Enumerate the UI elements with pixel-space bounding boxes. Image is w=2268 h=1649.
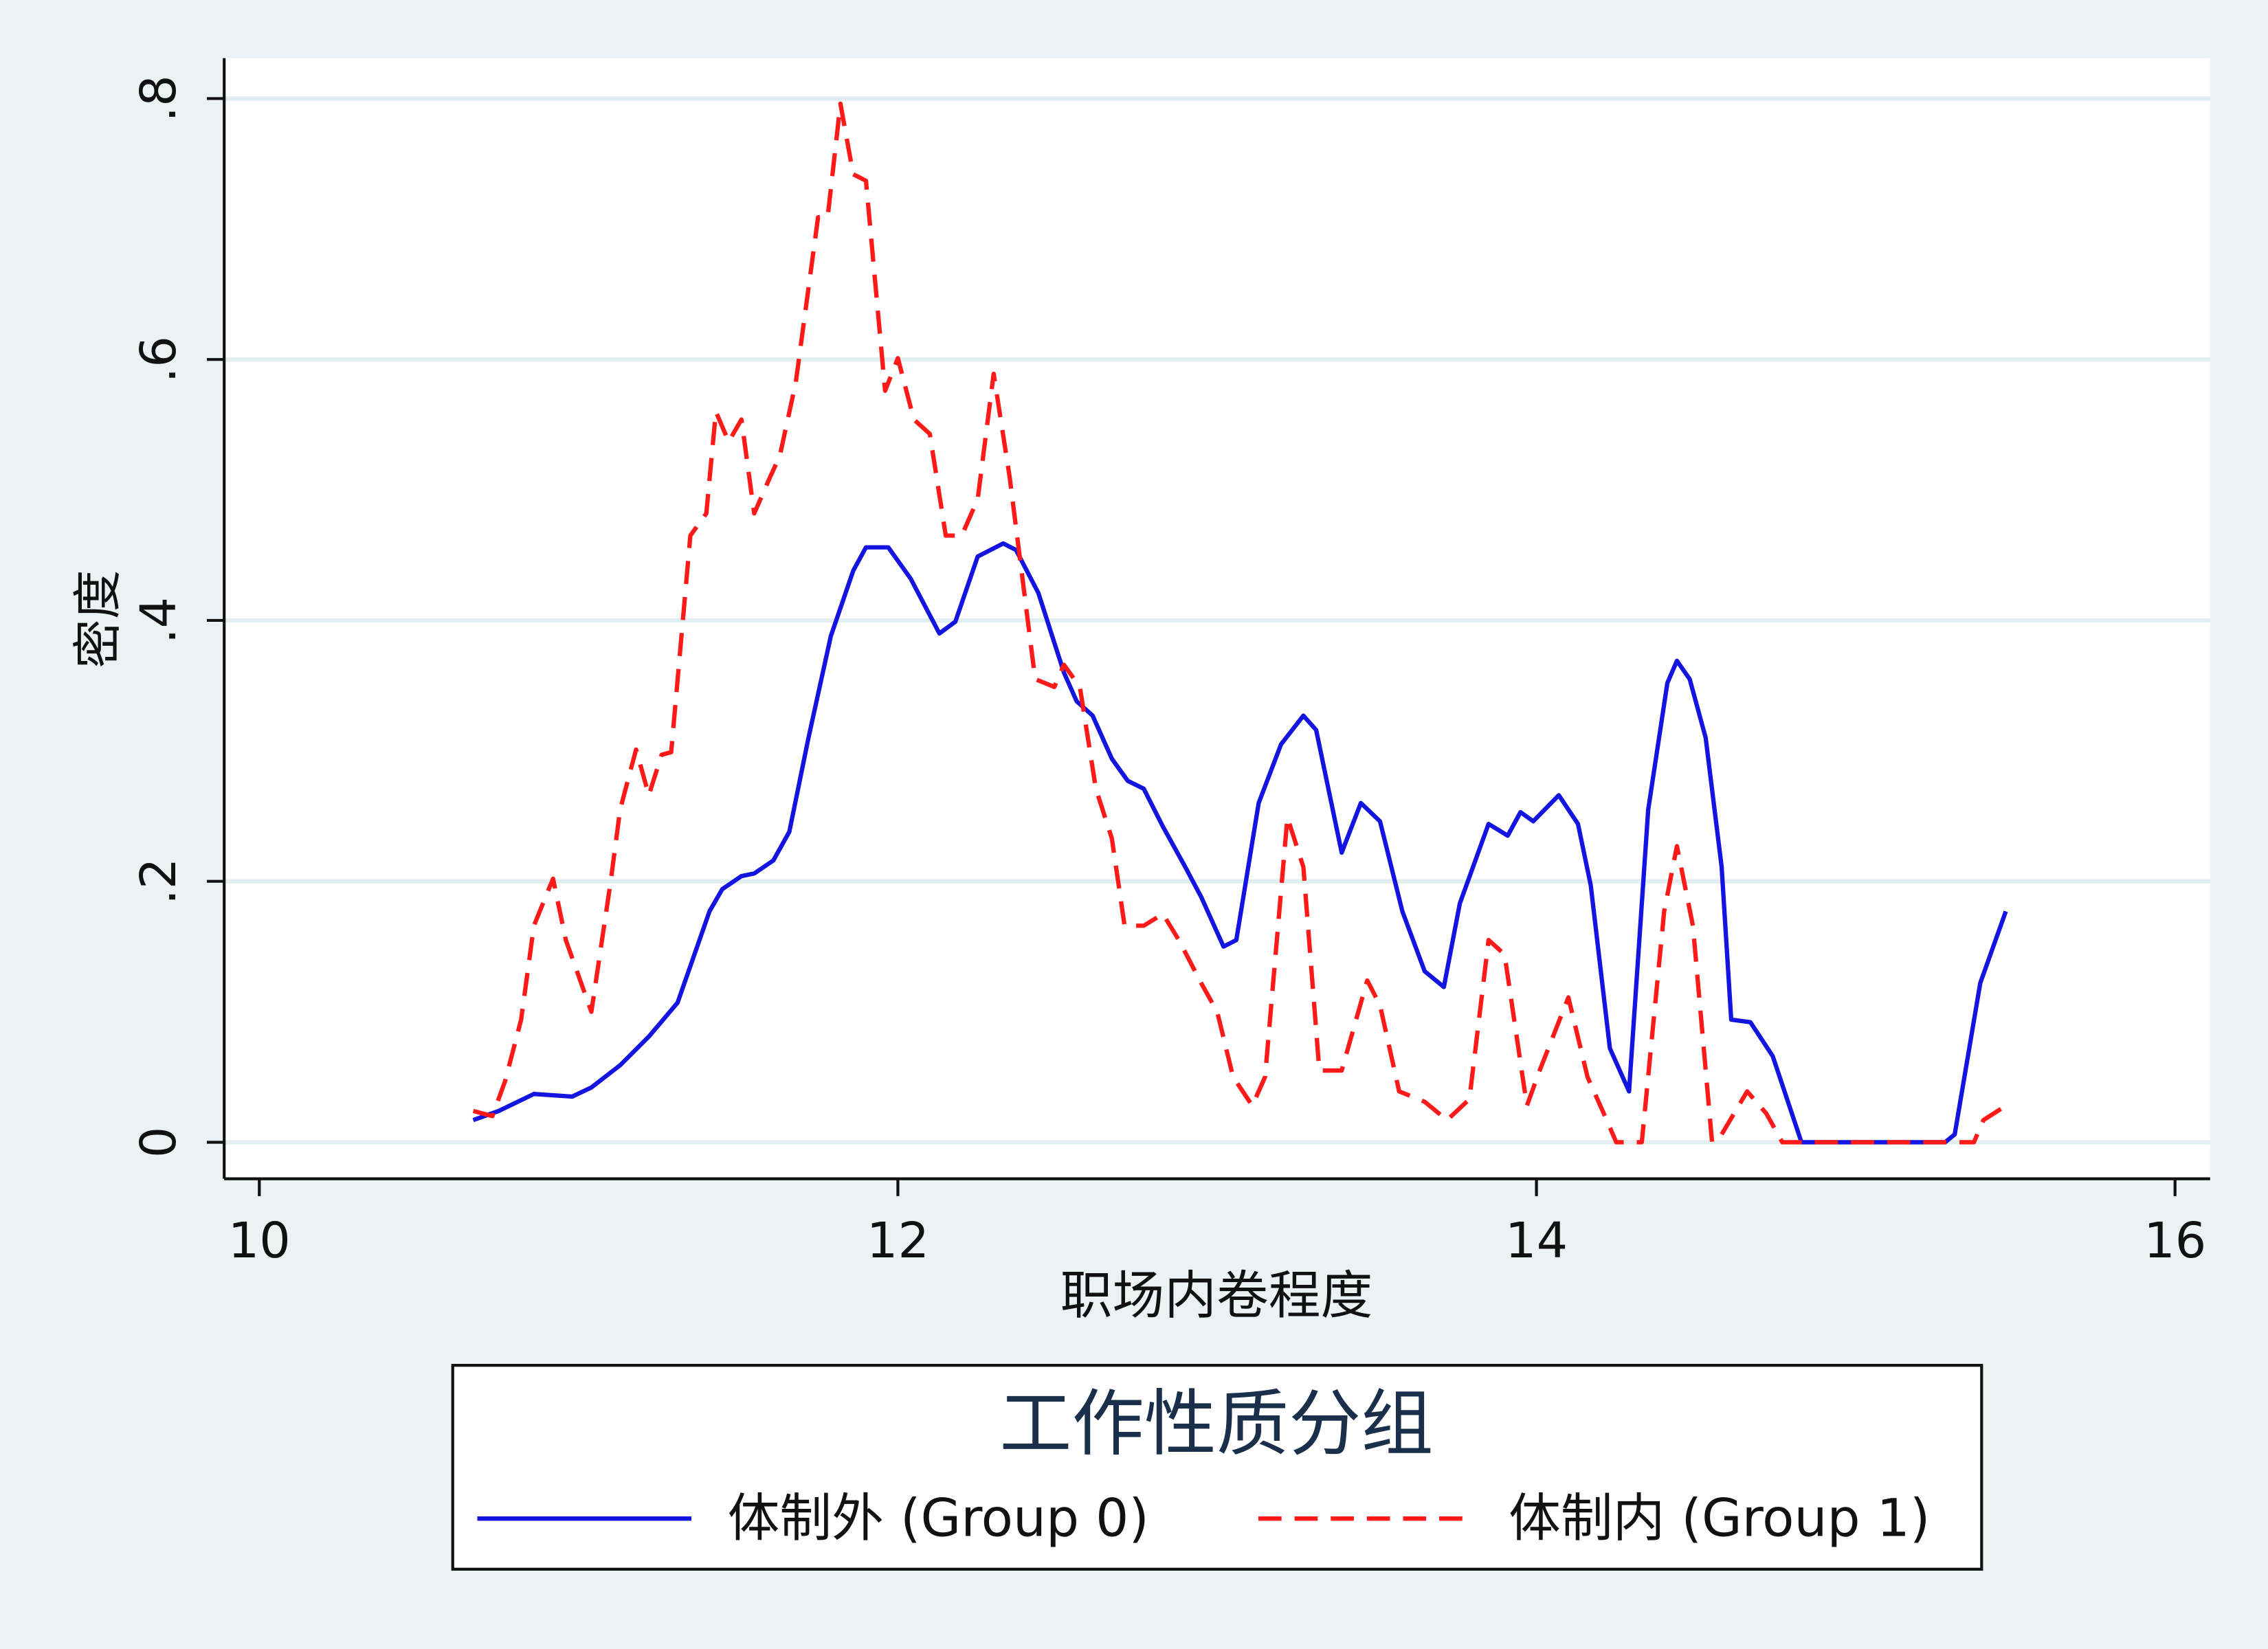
x-tick-label: 14 <box>1505 1212 1568 1269</box>
x-axis-title: 职场内卷程度 <box>1060 1265 1373 1325</box>
series-line <box>472 101 2008 1145</box>
series-line <box>472 541 2008 1145</box>
plot-layer: 0 .2 .4 .6 .8 10 12 14 16 体制外 (Group 0) 体制内 (Group… <box>130 58 2210 1548</box>
y-tick-label: .2 <box>130 858 187 905</box>
legend-label: 体制内 (Group 1) <box>1509 1488 1930 1548</box>
legend-box <box>451 1364 1983 1571</box>
legend-title: 工作性质分组 <box>999 1382 1433 1466</box>
y-tick-label: .6 <box>130 336 187 383</box>
y-tick-label: .8 <box>130 75 187 122</box>
x-tick-label: 10 <box>228 1212 291 1269</box>
y-tick-label: .4 <box>130 597 187 644</box>
x-tick-label: 16 <box>2144 1212 2206 1269</box>
x-tick-label: 12 <box>867 1212 929 1269</box>
legend-label: 体制外 (Group 0) <box>728 1488 1149 1548</box>
y-tick-label: 0 <box>130 1127 187 1158</box>
y-axis-title: 密度 <box>69 570 126 669</box>
